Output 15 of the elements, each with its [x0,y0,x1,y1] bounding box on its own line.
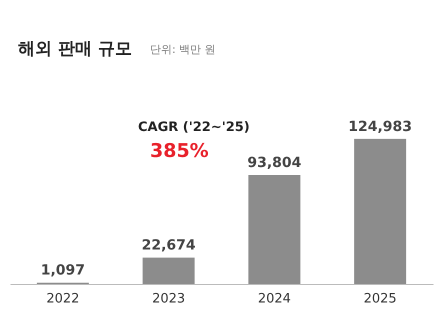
x-tick-label: 2024 [258,292,291,306]
x-tick-label: 2023 [152,292,186,306]
bar [142,258,195,284]
bar [248,175,300,284]
data-label: 22,674 [142,238,196,254]
chart-subtitle: 단위: 백만 원 [150,43,216,56]
x-tick-label: 2022 [46,292,80,306]
data-label: 93,804 [247,155,302,172]
text: CAGR ('22~'25) [138,120,250,135]
chart-title: 해외 판매 규모 [18,39,132,59]
bar [354,138,406,284]
data-label: 124,983 [348,118,412,135]
annotation: 385% [150,140,209,162]
data-label: 1,097 [40,262,86,279]
x-tick-label: 2025 [364,292,397,306]
